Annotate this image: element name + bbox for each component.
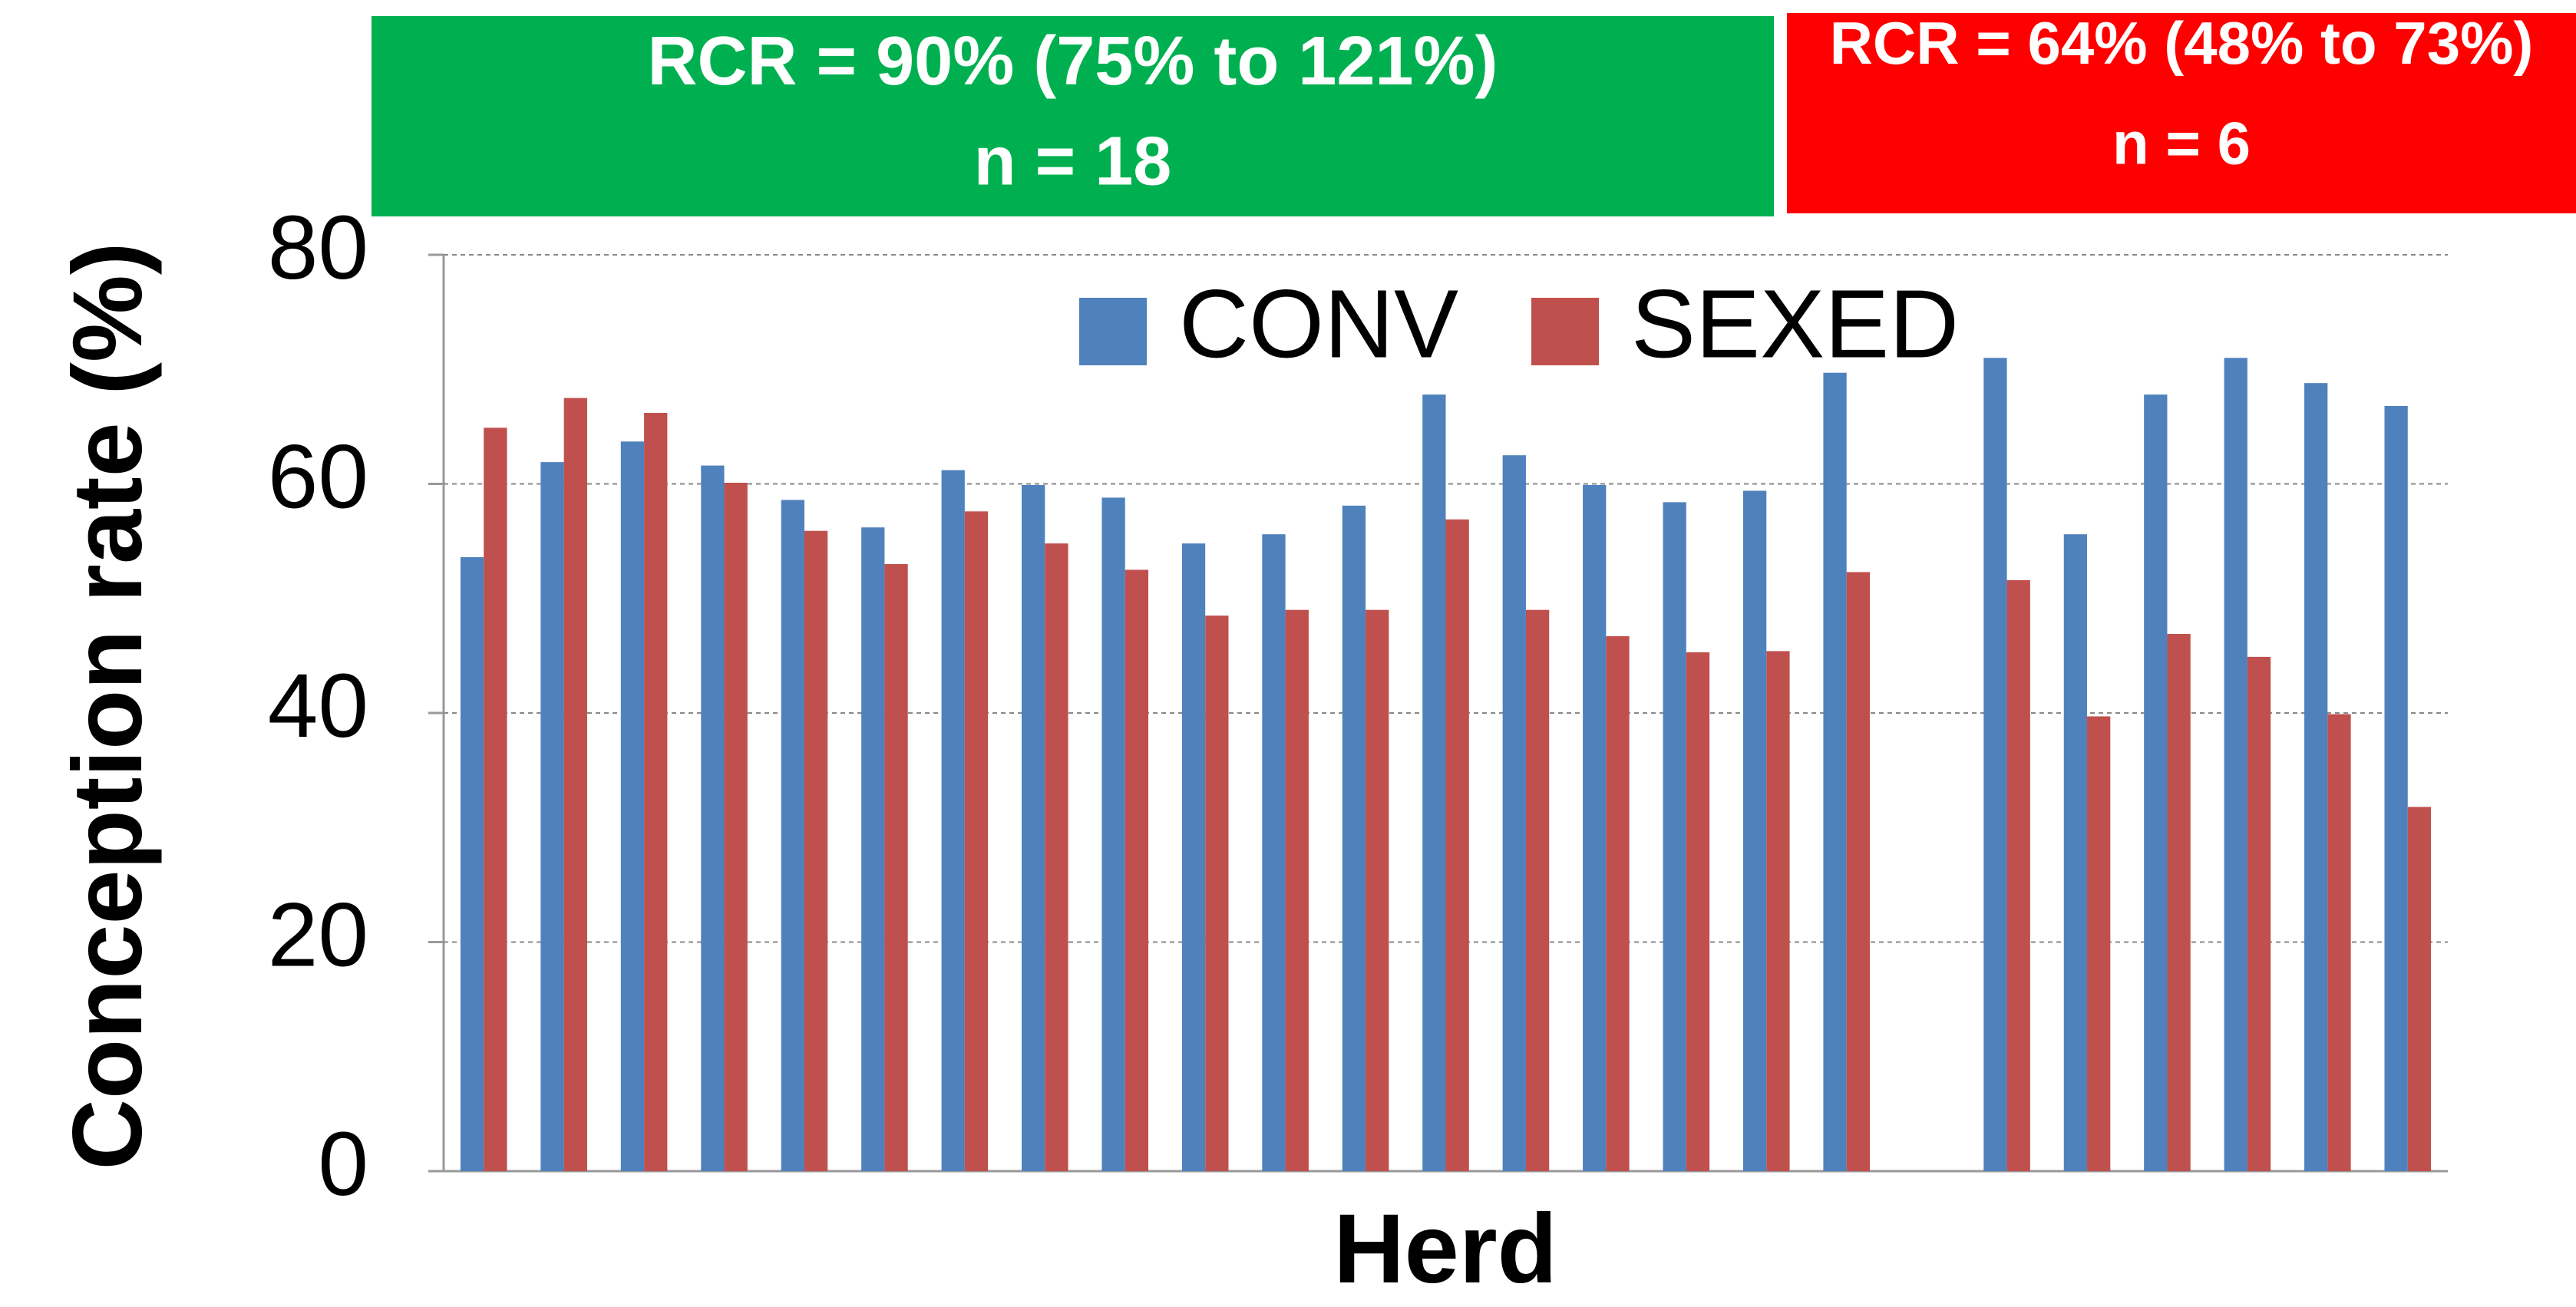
bar [1205,616,1229,1171]
bar [563,398,587,1171]
y-tick-label: 20 [268,885,368,986]
bar [2327,714,2351,1171]
bar [2087,716,2111,1171]
bar [484,427,507,1171]
bar [1846,572,1870,1171]
bar [1422,394,1446,1171]
bar [701,465,725,1171]
bar [1583,484,1607,1171]
bar [724,483,748,1171]
bar [1742,490,1767,1171]
bar [620,441,645,1171]
annotation-text: RCR = 90% (75% to 121%) [648,23,1498,100]
bar [941,470,965,1171]
bar [1663,502,1686,1171]
y-tick-label: 0 [318,1114,368,1215]
bar [1606,636,1630,1171]
annotation-box [1787,13,2576,213]
bar [781,500,804,1171]
bar [540,462,564,1171]
bar [2247,656,2271,1171]
y-tick-label: 80 [268,197,368,299]
legend-swatch [1531,298,1599,365]
y-tick-label: 60 [268,427,368,528]
bar [644,412,668,1171]
y-axis-title: Conception rate (%) [53,243,163,1170]
annotation-text: n = 6 [2112,109,2251,177]
x-axis-title: Herd [1333,1194,1557,1304]
annotation-text: n = 18 [974,124,1172,200]
bar [1181,543,1206,1171]
bar [1022,484,1045,1171]
bar [1502,455,1526,1171]
bar [1342,505,1366,1171]
bar [1125,569,1149,1171]
bar [1045,543,1068,1171]
bar [1766,651,1790,1171]
annotation-text: RCR = 64% (48% to 73%) [1830,9,2534,77]
bar [2063,534,2088,1171]
bar [2006,579,2030,1171]
bar [1101,497,1125,1171]
bar [1262,534,1286,1171]
bar [2224,358,2247,1172]
bar [1823,372,1847,1171]
legend-swatch [1079,298,1147,365]
bar [1525,609,1550,1171]
bar [884,563,908,1171]
bar [1983,358,2007,1172]
bar [2407,807,2432,1171]
y-tick-label: 40 [268,655,368,757]
annotation-box [372,16,1774,216]
bar [1445,519,1469,1171]
bar [460,557,484,1171]
bar [2304,383,2328,1171]
bar [861,527,885,1171]
bar [1285,609,1309,1171]
bar [804,530,828,1171]
bar [2144,394,2168,1171]
legend-label: SEXED [1631,269,1959,378]
bar [1366,609,1389,1171]
bar [964,511,989,1171]
bar [1686,652,1710,1171]
bar [2167,634,2191,1171]
legend-label: CONV [1179,269,1458,378]
bar [2384,406,2408,1171]
